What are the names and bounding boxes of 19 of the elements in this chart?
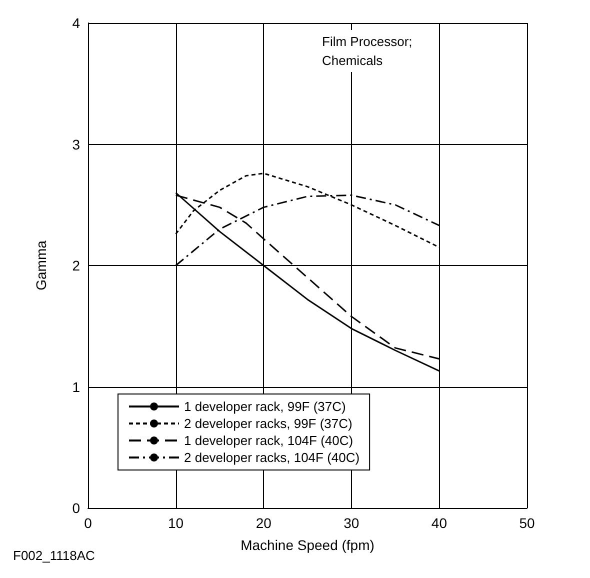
legend-label: 1 developer rack, 99F (37C) xyxy=(184,399,346,414)
x-tick-label: 50 xyxy=(519,515,535,531)
legend-label: 2 developer racks, 99F (37C) xyxy=(184,416,352,431)
y-tick-label: 3 xyxy=(72,136,80,152)
y-tick-label: 0 xyxy=(72,500,80,516)
x-tick-label: 20 xyxy=(256,515,272,531)
legend-label: 2 developer racks, 104F (40C) xyxy=(184,450,360,465)
y-tick-label: 2 xyxy=(72,258,80,274)
x-tick-label: 30 xyxy=(344,515,360,531)
y-tick-label: 4 xyxy=(72,15,80,31)
text: F002_1118AC xyxy=(13,548,95,563)
x-tick-label: 10 xyxy=(168,515,184,531)
legend-label: 1 developer rack, 104F (40C) xyxy=(184,433,354,448)
y-axis-title: Gamma xyxy=(33,240,49,290)
x-axis-title: Machine Speed (fpm) xyxy=(240,537,374,553)
y-tick-label: 1 xyxy=(72,378,80,395)
x-tick-label: 0 xyxy=(84,515,92,531)
x-tick-label: 40 xyxy=(431,515,448,531)
annotation: Film Processor; Chemicals xyxy=(322,34,412,68)
